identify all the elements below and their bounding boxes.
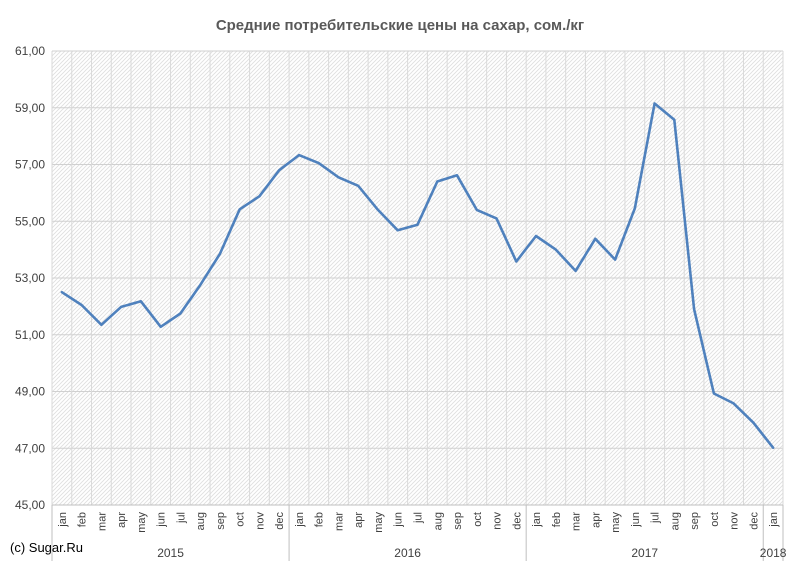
y-tick-label: 51,00	[15, 328, 45, 342]
x-tick-label: apr	[353, 512, 365, 528]
x-tick-label: dec	[274, 512, 286, 530]
x-tick-label: may	[373, 512, 385, 533]
x-tick-label: nov	[729, 512, 741, 530]
x-tick-label: jun	[630, 512, 642, 528]
x-tick-label: apr	[116, 512, 128, 528]
x-tick-label: jun	[156, 512, 168, 528]
x-tick-label: jul	[413, 512, 425, 524]
x-tick-label: jan	[294, 512, 306, 528]
year-label: 2017	[631, 546, 658, 560]
x-tick-label: jul	[650, 512, 662, 524]
x-tick-label: nov	[492, 512, 504, 530]
x-tick-label: mar	[96, 512, 108, 531]
x-tick-label: feb	[77, 512, 89, 527]
x-tick-label: aug	[432, 512, 444, 530]
x-tick-label: may	[136, 512, 148, 533]
x-tick-label: jan	[531, 512, 543, 528]
y-tick-label: 61,00	[15, 44, 45, 58]
series	[60, 102, 775, 450]
x-tick-label: aug	[195, 512, 207, 530]
x-tick-label: oct	[235, 512, 247, 527]
y-tick-label: 55,00	[15, 214, 45, 228]
x-tick-label: oct	[709, 512, 721, 527]
x-tick-label: oct	[472, 512, 484, 527]
year-label: 2018	[760, 546, 787, 560]
year-label: 2015	[157, 546, 184, 560]
x-tick-label: aug	[669, 512, 681, 530]
x-tick-label: sep	[452, 512, 464, 530]
x-tick-label: jul	[175, 512, 187, 524]
x-tick-label: mar	[571, 512, 583, 531]
x-tick-label: may	[610, 512, 622, 533]
x-tick-label: dec	[511, 512, 523, 530]
x-tick-label: apr	[590, 512, 602, 528]
axes: 45,00 47,00 49,00 51,00 53,00 55,00 57,00 59,00…	[15, 44, 787, 561]
y-tick-label: 59,00	[15, 101, 45, 115]
x-tick-label: jun	[393, 512, 405, 528]
y-tick-label: 47,00	[15, 441, 45, 455]
x-tick-label: feb	[551, 512, 563, 527]
x-tick-label: sep	[689, 512, 701, 530]
year-label: 2016	[394, 546, 421, 560]
x-tick-label: feb	[314, 512, 326, 527]
x-tick-label: sep	[215, 512, 227, 530]
y-tick-label: 45,00	[15, 498, 45, 512]
x-tick-label: mar	[333, 512, 345, 531]
y-tick-label: 49,00	[15, 385, 45, 399]
x-tick-label: jan	[57, 512, 69, 528]
x-tick-label: jan	[768, 512, 780, 528]
grid	[51, 50, 784, 506]
x-tick-label: dec	[748, 512, 760, 530]
chart-title: Средние потребительские цены на сахар, с…	[216, 17, 584, 34]
y-tick-label: 57,00	[15, 158, 45, 172]
copyright-credit: (c) Sugar.Ru	[10, 540, 83, 555]
x-tick-label: nov	[254, 512, 266, 530]
y-tick-label: 53,00	[15, 271, 45, 285]
